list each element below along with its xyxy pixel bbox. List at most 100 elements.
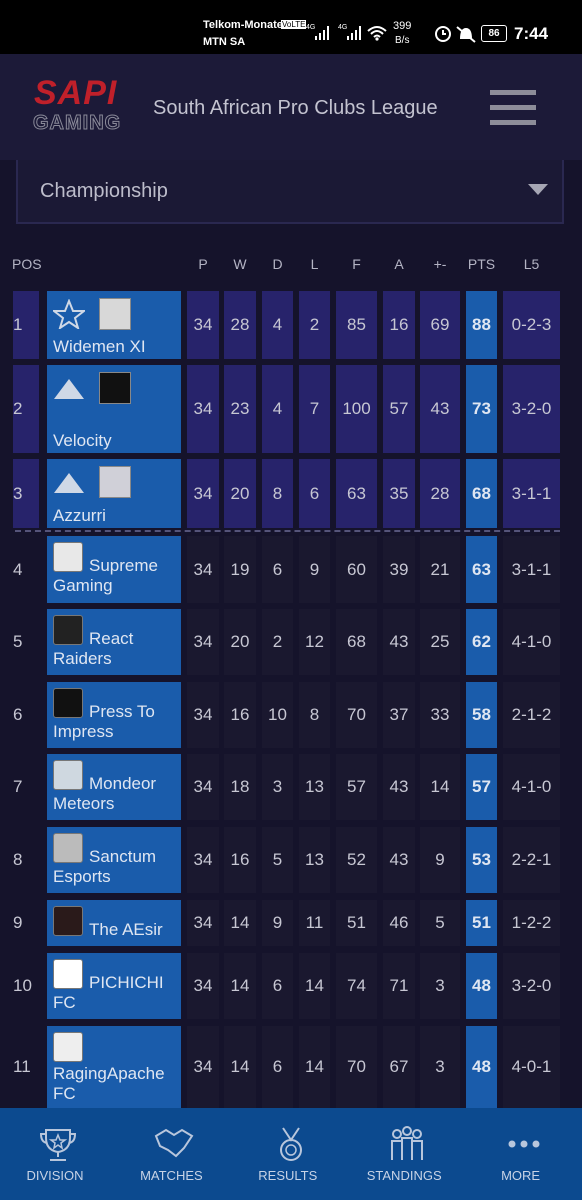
points: 62 <box>466 609 497 675</box>
nav-icon <box>508 1140 540 1148</box>
stat-cell: 5 <box>420 900 460 946</box>
column-header: L5 <box>523 256 540 272</box>
team-cell: Velocity Legendz <box>47 365 181 453</box>
bottom-nav: DIVISION MATCHES RESULTS STANDINGS MORE <box>0 1108 582 1200</box>
stat-cell: 3-1-1 <box>503 459 560 528</box>
network: 4G <box>306 24 316 31</box>
team-name: Press To Impress <box>53 702 155 741</box>
stat-cell: 4-0-1 <box>503 1026 560 1108</box>
stat-cell: 7 <box>299 365 330 453</box>
volte-badge: VoLTE <box>281 20 307 29</box>
position: 6 <box>13 705 23 724</box>
stat-cell: 34 <box>187 365 219 453</box>
team-name: Mondeor Meteors <box>53 774 157 813</box>
stat-cell: 1-2-2 <box>503 900 560 946</box>
wifi-icon <box>367 26 387 41</box>
nav-label: STANDINGS <box>366 1168 442 1183</box>
promotion-arrow <box>54 379 84 399</box>
stat-cell: 71 <box>383 953 415 1019</box>
app-header: SAPI GAMING South African Pro Clubs Leag… <box>0 54 582 160</box>
stat-cell: 13 <box>299 754 330 820</box>
stat-cell: 34 <box>187 291 219 359</box>
position: 3 <box>13 459 39 528</box>
stat-cell: 14 <box>224 953 256 1019</box>
team-cell: The AEsir <box>47 900 181 946</box>
team-cell: Azzurri <box>47 459 181 528</box>
app-title: South African Pro Clubs League <box>153 97 438 119</box>
points: 68 <box>466 459 497 528</box>
team-icons <box>53 371 176 405</box>
team-name: The AEsir <box>89 920 163 939</box>
logo-top: SAPI <box>34 74 118 112</box>
stat-cell: 20 <box>224 459 256 528</box>
stat-cell: 25 <box>420 609 460 675</box>
status-bar: Telkom-Monate VoLTE MTN SA 4G 4G 399 B/s… <box>0 0 582 54</box>
nav-item[interactable]: STANDINGS <box>349 1108 465 1200</box>
champion-star <box>53 299 85 329</box>
stat-cell: 6 <box>299 459 330 528</box>
stat-cell: 43 <box>383 609 415 675</box>
stat-cell: 9 <box>299 536 330 603</box>
promotion-arrow <box>54 473 84 493</box>
team-name: Widemen XI <box>53 337 146 356</box>
stat-cell: 8 <box>262 459 293 528</box>
team-logo <box>53 542 83 572</box>
position: 10 <box>13 976 32 995</box>
stat-cell: 37 <box>383 682 415 748</box>
signal-icons <box>315 26 361 40</box>
nav-item[interactable]: MATCHES <box>116 1108 232 1200</box>
division-dropdown[interactable]: Championship <box>16 160 564 224</box>
promotion-divider <box>15 530 560 532</box>
stat-cell: 23 <box>224 365 256 453</box>
menu-button[interactable] <box>490 90 538 126</box>
nav-item[interactable]: DIVISION <box>0 1108 116 1200</box>
stat-cell: 39 <box>383 536 415 603</box>
stat-cell: 69 <box>420 291 460 359</box>
team-logo <box>53 959 83 989</box>
points: 88 <box>466 291 497 359</box>
nav-item[interactable]: MORE <box>466 1108 582 1200</box>
stat-cell: 34 <box>187 1026 219 1108</box>
position: 1 <box>13 291 39 359</box>
stat-cell: 16 <box>224 682 256 748</box>
stat-cell: 6 <box>262 536 293 603</box>
stat-cell: 11 <box>299 900 330 946</box>
column-header: F <box>352 256 361 272</box>
stat-cell: 4 <box>262 365 293 453</box>
stat-cell: 21 <box>420 536 460 603</box>
nav-item[interactable]: RESULTS <box>233 1108 349 1200</box>
points: 53 <box>466 827 497 893</box>
position: 9 <box>13 913 23 932</box>
points: 63 <box>466 536 497 603</box>
stat-cell: 63 <box>336 459 377 528</box>
stat-cell: 8 <box>299 682 330 748</box>
stat-cell: 9 <box>420 827 460 893</box>
column-header: L <box>310 256 319 272</box>
stat-cell: 57 <box>336 754 377 820</box>
stat-cell: 14 <box>224 900 256 946</box>
team-logo <box>99 372 131 404</box>
stat-cell: 0-2-3 <box>503 291 560 359</box>
stat-cell: 16 <box>383 291 415 359</box>
nav-label: MATCHES <box>140 1168 203 1183</box>
stat-cell: 19 <box>224 536 256 603</box>
nav-label: RESULTS <box>258 1168 318 1183</box>
stat-cell: 3-2-0 <box>503 953 560 1019</box>
points: 48 <box>466 1026 497 1108</box>
stat-cell: 10 <box>262 682 293 748</box>
nav-icon <box>155 1128 194 1158</box>
team-name: Supreme Gaming <box>53 556 158 595</box>
team-name: RagingApache FC <box>53 1064 165 1103</box>
position: 11 <box>13 1057 31 1076</box>
stat-cell: 74 <box>336 953 377 1019</box>
team-cell: RagingApache FC <box>47 1026 181 1108</box>
column-header: W <box>233 256 247 272</box>
team-name: Velocity Legendz <box>53 431 118 453</box>
column-header: P <box>198 256 208 272</box>
team-logo <box>53 688 83 718</box>
stat-cell: 4 <box>262 291 293 359</box>
points: 51 <box>466 900 497 946</box>
stat-cell: 34 <box>187 953 219 1019</box>
stat-cell: 60 <box>336 536 377 603</box>
stat-cell: 2-2-1 <box>503 827 560 893</box>
